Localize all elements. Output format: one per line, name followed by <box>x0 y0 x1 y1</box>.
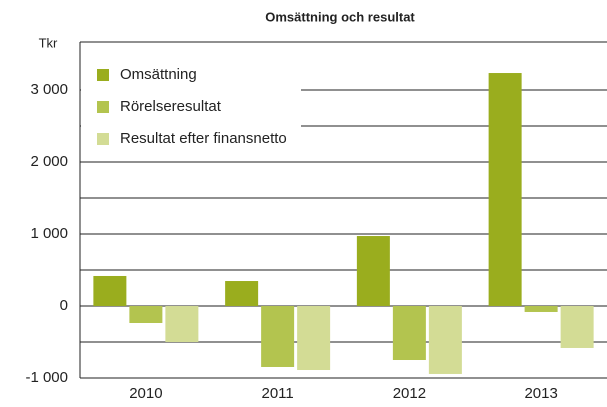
x-tick-label: 2013 <box>524 385 557 402</box>
legend-label: Rörelseresultat <box>120 98 222 115</box>
bar <box>261 306 295 367</box>
legend-label: Resultat efter finansnetto <box>120 130 287 147</box>
y-tick-label: 1 000 <box>30 225 68 242</box>
legend-background <box>81 43 301 153</box>
y-tick-label: 3 000 <box>30 81 68 98</box>
legend-swatch <box>97 69 109 81</box>
bar <box>524 306 558 312</box>
bar <box>297 306 331 371</box>
legend-label: Omsättning <box>120 66 197 83</box>
chart-title: Omsättning och resultat <box>265 9 415 24</box>
bar <box>93 275 127 307</box>
y-tick-label: -1 000 <box>25 369 68 386</box>
x-tick-label: 2011 <box>261 385 293 402</box>
x-tick-label: 2012 <box>393 385 426 402</box>
bar <box>560 306 594 348</box>
bar <box>428 306 462 374</box>
bar <box>165 306 199 343</box>
y-tick-label: 2 000 <box>30 153 68 170</box>
y-axis-label: Tkr <box>39 35 58 50</box>
bar <box>392 306 426 361</box>
bar <box>129 306 163 323</box>
legend-swatch <box>97 133 109 145</box>
x-tick-label: 2010 <box>129 385 162 402</box>
bar <box>225 281 259 307</box>
y-tick-label: 0 <box>60 297 68 314</box>
legend-swatch <box>97 101 109 113</box>
bar <box>488 73 522 307</box>
bar <box>356 236 390 307</box>
